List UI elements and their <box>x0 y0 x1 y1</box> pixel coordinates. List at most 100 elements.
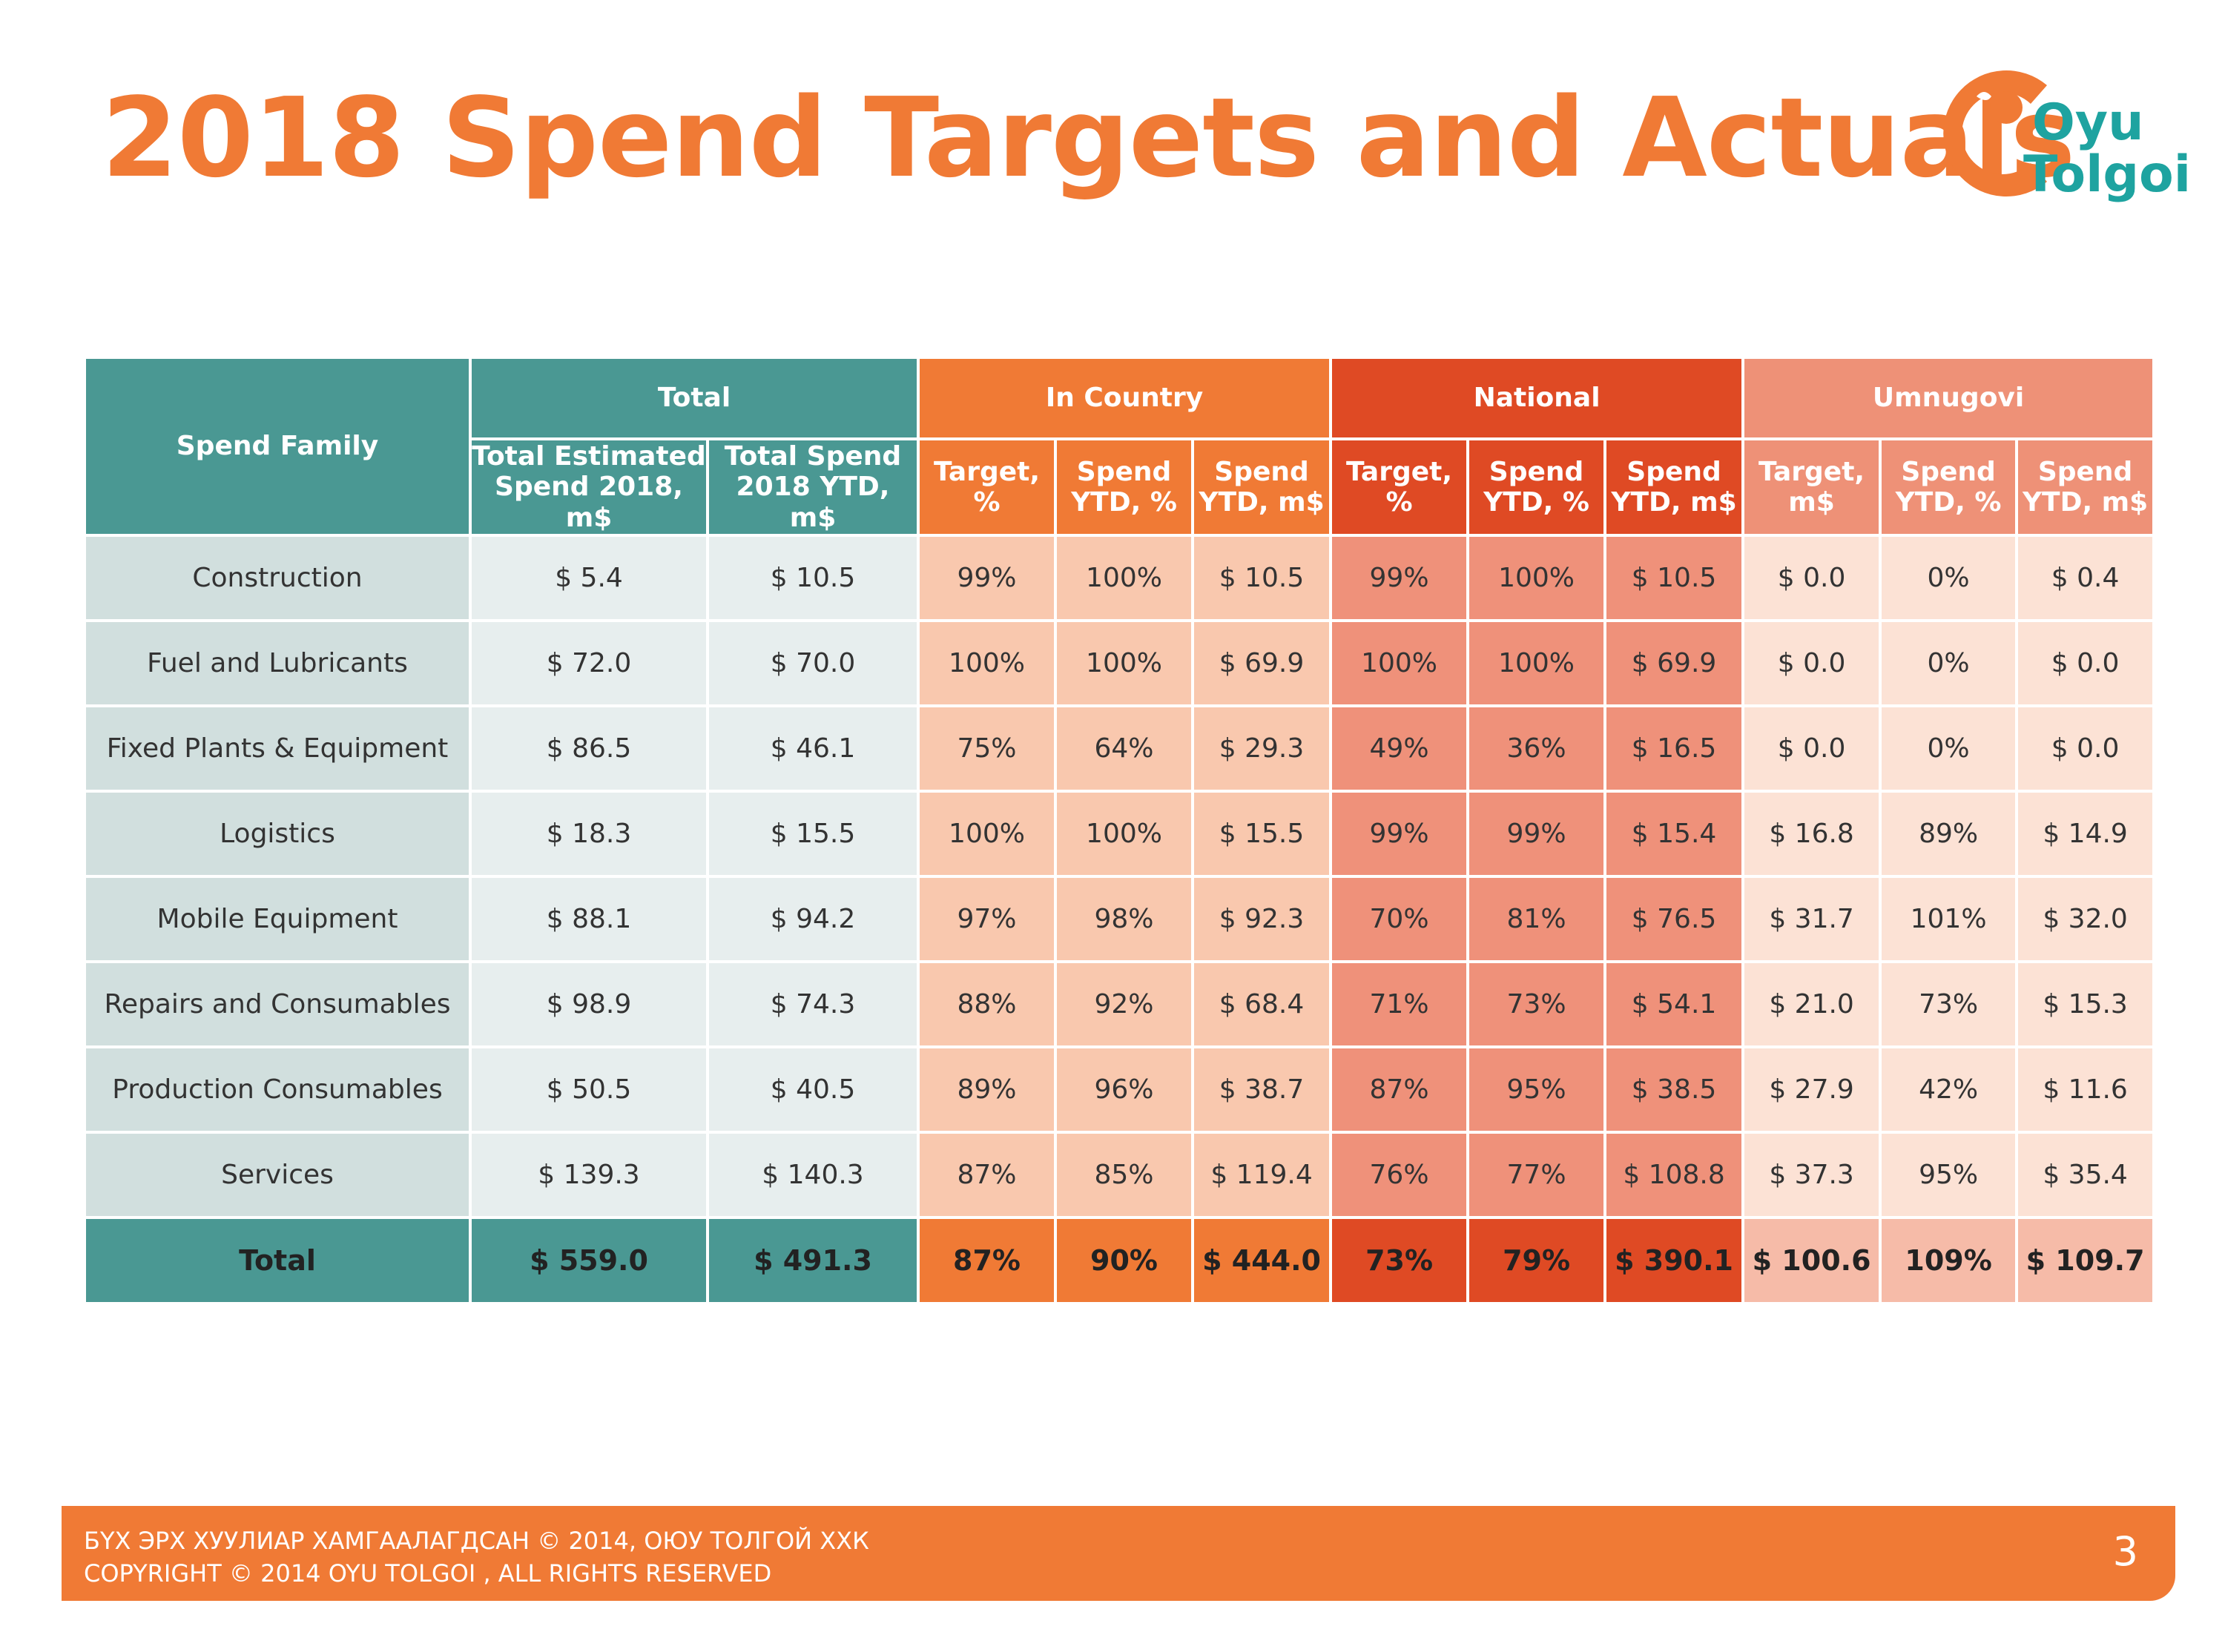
nat-target-cell: 49% <box>1329 704 1470 793</box>
spend-family-cell: Logistics <box>83 790 472 878</box>
total-estimated-cell: $ 18.3 <box>469 790 709 878</box>
um-target-cell: $ 21.0 <box>1741 960 1882 1048</box>
nat-spend-m-cell: $ 76.5 <box>1603 875 1745 963</box>
um-spend-m-cell: $ 32.0 <box>2015 875 2156 963</box>
ic-target-cell: 89% <box>917 1045 1058 1134</box>
um-spend-pct-cell: 109% <box>1879 1216 2019 1305</box>
nat-target-cell: 70% <box>1329 875 1470 963</box>
nat-target-cell: 100% <box>1329 619 1470 707</box>
total-label-cell: Total <box>83 1216 472 1305</box>
spend-family-cell: Production Consumables <box>83 1045 472 1134</box>
ic-spend-pct-cell: 90% <box>1054 1216 1195 1305</box>
total-ytd-cell: $ 140.3 <box>705 1131 920 1219</box>
logo-text-oyu: Oyu <box>2032 93 2144 152</box>
logo-text-tolgoi: Tolgoi <box>2023 145 2192 204</box>
header-ic-spend-m: Spend YTD, m$ <box>1191 437 1333 537</box>
ic-spend-m-cell: $ 69.9 <box>1191 619 1333 707</box>
um-target-cell: $ 31.7 <box>1741 875 1882 963</box>
um-spend-pct-cell: 101% <box>1879 875 2019 963</box>
footer-copyright-en: COPYRIGHT © 2014 OYU TOLGOI , ALL RIGHTS… <box>84 1559 772 1587</box>
nat-spend-pct-cell: 95% <box>1466 1045 1607 1134</box>
total-estimated-cell: $ 5.4 <box>469 534 709 622</box>
header-um-spend-pct: Spend YTD, % <box>1879 437 2019 537</box>
spend-family-cell: Mobile Equipment <box>83 875 472 963</box>
header-group-total: Total <box>468 356 920 440</box>
um-spend-m-cell: $ 14.9 <box>2015 790 2156 878</box>
table-row: Services $ 139.3 $ 140.3 87% 85% $ 119.4… <box>83 1131 2156 1219</box>
um-target-cell: $ 27.9 <box>1741 1045 1882 1134</box>
ic-spend-pct-cell: 96% <box>1054 1045 1195 1134</box>
table-total-row: Total $ 559.0 $ 491.3 87% 90% $ 444.0 73… <box>83 1216 2156 1305</box>
ic-target-cell: 87% <box>917 1216 1058 1305</box>
ic-target-cell: 87% <box>917 1131 1058 1219</box>
total-ytd-cell: $ 74.3 <box>705 960 920 1048</box>
ic-spend-m-cell: $ 15.5 <box>1191 790 1333 878</box>
total-estimated-cell: $ 559.0 <box>469 1216 709 1305</box>
um-target-cell: $ 100.6 <box>1741 1216 1882 1305</box>
ic-spend-m-cell: $ 68.4 <box>1191 960 1333 1048</box>
table-row: Repairs and Consumables $ 98.9 $ 74.3 88… <box>83 960 2156 1048</box>
um-spend-pct-cell: 73% <box>1879 960 2019 1048</box>
nat-spend-m-cell: $ 54.1 <box>1603 960 1745 1048</box>
table-row: Logistics $ 18.3 $ 15.5 100% 100% $ 15.5… <box>83 790 2156 878</box>
nat-target-cell: 71% <box>1329 960 1470 1048</box>
total-estimated-cell: $ 72.0 <box>469 619 709 707</box>
page-number: 3 <box>2112 1528 2138 1575</box>
um-target-cell: $ 37.3 <box>1741 1131 1882 1219</box>
nat-spend-m-cell: $ 108.8 <box>1603 1131 1745 1219</box>
spend-table: Spend Family Total In Country National U… <box>83 356 2156 1305</box>
nat-spend-pct-cell: 79% <box>1466 1216 1607 1305</box>
ic-spend-pct-cell: 92% <box>1054 960 1195 1048</box>
ic-spend-pct-cell: 100% <box>1054 619 1195 707</box>
ic-spend-m-cell: $ 119.4 <box>1191 1131 1333 1219</box>
total-ytd-cell: $ 46.1 <box>705 704 920 793</box>
ic-target-cell: 88% <box>917 960 1058 1048</box>
um-spend-pct-cell: 42% <box>1879 1045 2019 1134</box>
ic-spend-pct-cell: 98% <box>1054 875 1195 963</box>
table-row: Construction $ 5.4 $ 10.5 99% 100% $ 10.… <box>83 534 2156 622</box>
table-row: Mobile Equipment $ 88.1 $ 94.2 97% 98% $… <box>83 875 2156 963</box>
ic-spend-m-cell: $ 38.7 <box>1191 1045 1333 1134</box>
header-total-estimated: Total Estimated Spend 2018, m$ <box>469 437 709 537</box>
header-group-umnugovi: Umnugovi <box>1741 356 2156 440</box>
spend-family-cell: Construction <box>83 534 472 622</box>
nat-spend-pct-cell: 99% <box>1466 790 1607 878</box>
header-nat-spend-m: Spend YTD, m$ <box>1603 437 1745 537</box>
header-nat-spend-pct: Spend YTD, % <box>1466 437 1607 537</box>
header-group-national: National <box>1329 356 1745 440</box>
um-spend-pct-cell: 0% <box>1879 704 2019 793</box>
um-spend-m-cell: $ 0.0 <box>2015 619 2156 707</box>
nat-target-cell: 87% <box>1329 1045 1470 1134</box>
um-target-cell: $ 16.8 <box>1741 790 1882 878</box>
nat-target-cell: 99% <box>1329 790 1470 878</box>
total-ytd-cell: $ 70.0 <box>705 619 920 707</box>
um-spend-m-cell: $ 15.3 <box>2015 960 2156 1048</box>
ic-target-cell: 100% <box>917 619 1058 707</box>
spend-family-cell: Fixed Plants & Equipment <box>83 704 472 793</box>
table-row: Fuel and Lubricants $ 72.0 $ 70.0 100% 1… <box>83 619 2156 707</box>
nat-spend-pct-cell: 36% <box>1466 704 1607 793</box>
total-ytd-cell: $ 40.5 <box>705 1045 920 1134</box>
ic-target-cell: 97% <box>917 875 1058 963</box>
footer-bar: БҮХ ЭРХ ХУУЛИАР ХАМГААЛАГДСАН © 2014, ОЮ… <box>62 1506 2175 1601</box>
ic-spend-pct-cell: 64% <box>1054 704 1195 793</box>
nat-spend-m-cell: $ 390.1 <box>1603 1216 1745 1305</box>
um-target-cell: $ 0.0 <box>1741 704 1882 793</box>
nat-spend-pct-cell: 73% <box>1466 960 1607 1048</box>
nat-spend-m-cell: $ 69.9 <box>1603 619 1745 707</box>
total-estimated-cell: $ 88.1 <box>469 875 709 963</box>
nat-spend-pct-cell: 100% <box>1466 619 1607 707</box>
nat-target-cell: 73% <box>1329 1216 1470 1305</box>
ic-spend-m-cell: $ 29.3 <box>1191 704 1333 793</box>
header-spend-family: Spend Family <box>83 356 472 537</box>
total-estimated-cell: $ 98.9 <box>469 960 709 1048</box>
ic-target-cell: 100% <box>917 790 1058 878</box>
ic-spend-m-cell: $ 444.0 <box>1191 1216 1333 1305</box>
header-group-in-country: In Country <box>917 356 1333 440</box>
um-spend-m-cell: $ 0.0 <box>2015 704 2156 793</box>
nat-spend-m-cell: $ 16.5 <box>1603 704 1745 793</box>
page-title: 2018 Spend Targets and Actuals <box>102 74 2075 202</box>
header-ic-target: Target, % <box>917 437 1058 537</box>
nat-spend-pct-cell: 77% <box>1466 1131 1607 1219</box>
spend-family-cell: Fuel and Lubricants <box>83 619 472 707</box>
